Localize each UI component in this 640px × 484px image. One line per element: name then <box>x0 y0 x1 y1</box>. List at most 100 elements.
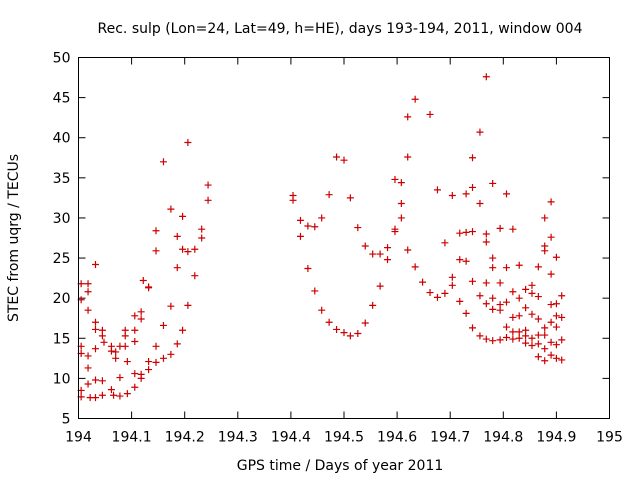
data-point <box>131 312 139 320</box>
data-point <box>123 390 131 398</box>
data-point <box>496 336 504 344</box>
data-point <box>552 341 560 349</box>
data-point <box>509 328 517 336</box>
data-point <box>482 73 490 81</box>
data-point <box>84 280 92 288</box>
data-point <box>184 301 192 309</box>
data-point <box>91 345 99 353</box>
data-point <box>528 289 536 297</box>
data-point <box>152 342 160 350</box>
data-point <box>397 179 405 187</box>
data-point <box>509 335 517 343</box>
data-point <box>384 256 392 264</box>
data-point <box>502 323 510 331</box>
data-point <box>558 356 566 364</box>
data-point <box>325 318 333 326</box>
data-point <box>384 244 392 252</box>
data-point <box>116 392 124 400</box>
data-point <box>462 190 470 198</box>
data-point <box>522 332 530 340</box>
x-tick-label: 194.5 <box>324 430 364 446</box>
data-point <box>515 294 523 302</box>
data-point <box>137 374 145 382</box>
data-point <box>482 279 490 287</box>
data-point <box>184 248 192 256</box>
data-point <box>137 308 145 316</box>
data-point <box>469 183 477 191</box>
data-point <box>462 228 470 236</box>
data-point <box>541 331 549 339</box>
data-point <box>541 324 549 332</box>
x-tick-label: 194.2 <box>165 430 205 446</box>
data-point <box>496 224 504 232</box>
x-tick-label: 194.8 <box>483 430 523 446</box>
x-tick-label: 194.4 <box>271 430 311 446</box>
data-point <box>482 230 490 238</box>
data-point <box>448 191 456 199</box>
data-point <box>152 358 160 366</box>
data-point <box>515 261 523 269</box>
data-point <box>304 264 312 272</box>
x-tick-label: 194.3 <box>218 430 258 446</box>
y-tick-label: 25 <box>53 251 71 267</box>
data-point <box>441 239 449 247</box>
data-point <box>333 325 341 333</box>
data-point <box>159 321 167 329</box>
data-point <box>411 95 419 103</box>
data-point <box>311 223 319 231</box>
data-point <box>469 324 477 332</box>
data-point <box>509 288 517 296</box>
data-point <box>123 358 131 366</box>
data-point <box>391 175 399 183</box>
data-point <box>145 284 153 292</box>
data-point <box>489 264 497 272</box>
y-tick-label: 40 <box>53 131 71 147</box>
data-point <box>191 272 199 280</box>
data-point <box>198 225 206 233</box>
data-point <box>502 298 510 306</box>
x-tick-label: 194.9 <box>536 430 576 446</box>
data-point <box>84 380 92 388</box>
data-point <box>333 153 341 161</box>
x-tick-label: 195 <box>596 430 623 446</box>
data-point <box>179 326 187 334</box>
data-point <box>91 260 99 268</box>
data-point <box>110 391 118 399</box>
data-point <box>469 154 477 162</box>
data-point <box>419 278 427 286</box>
data-point <box>84 306 92 314</box>
y-tick-label: 35 <box>53 171 71 187</box>
data-point <box>152 247 160 255</box>
data-point <box>522 339 530 347</box>
data-point <box>509 313 517 321</box>
data-point <box>502 333 510 341</box>
data-point <box>91 376 99 384</box>
x-tick-label: 194.6 <box>377 430 417 446</box>
data-point <box>489 337 497 345</box>
data-point <box>522 285 530 293</box>
data-point <box>318 306 326 314</box>
data-point <box>476 200 484 208</box>
y-tick-label: 45 <box>53 91 71 107</box>
data-point <box>397 200 405 208</box>
y-tick-label: 5 <box>62 412 71 428</box>
data-point <box>137 315 145 323</box>
data-point <box>456 229 464 237</box>
data-point <box>489 179 497 187</box>
data-point <box>502 190 510 198</box>
data-point <box>84 364 92 372</box>
data-point <box>311 287 319 295</box>
data-point <box>534 293 542 301</box>
data-point <box>131 337 139 345</box>
data-point <box>296 216 304 224</box>
data-point <box>404 153 412 161</box>
data-point <box>426 289 434 297</box>
data-point <box>448 281 456 289</box>
data-point <box>152 227 160 235</box>
data-point <box>552 323 560 331</box>
data-point <box>167 350 175 358</box>
data-point <box>528 281 536 289</box>
data-point <box>534 353 542 361</box>
data-point <box>173 264 181 272</box>
